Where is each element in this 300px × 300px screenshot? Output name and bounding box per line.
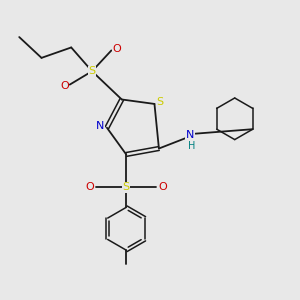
Text: O: O	[112, 44, 121, 54]
Text: S: S	[123, 182, 130, 192]
Text: N: N	[186, 130, 194, 140]
Text: N: N	[96, 121, 105, 131]
Text: O: O	[60, 81, 69, 91]
Text: H: H	[188, 141, 195, 152]
Text: O: O	[158, 182, 167, 192]
Text: S: S	[88, 66, 96, 76]
Text: O: O	[85, 182, 94, 192]
Text: S: S	[156, 97, 164, 106]
